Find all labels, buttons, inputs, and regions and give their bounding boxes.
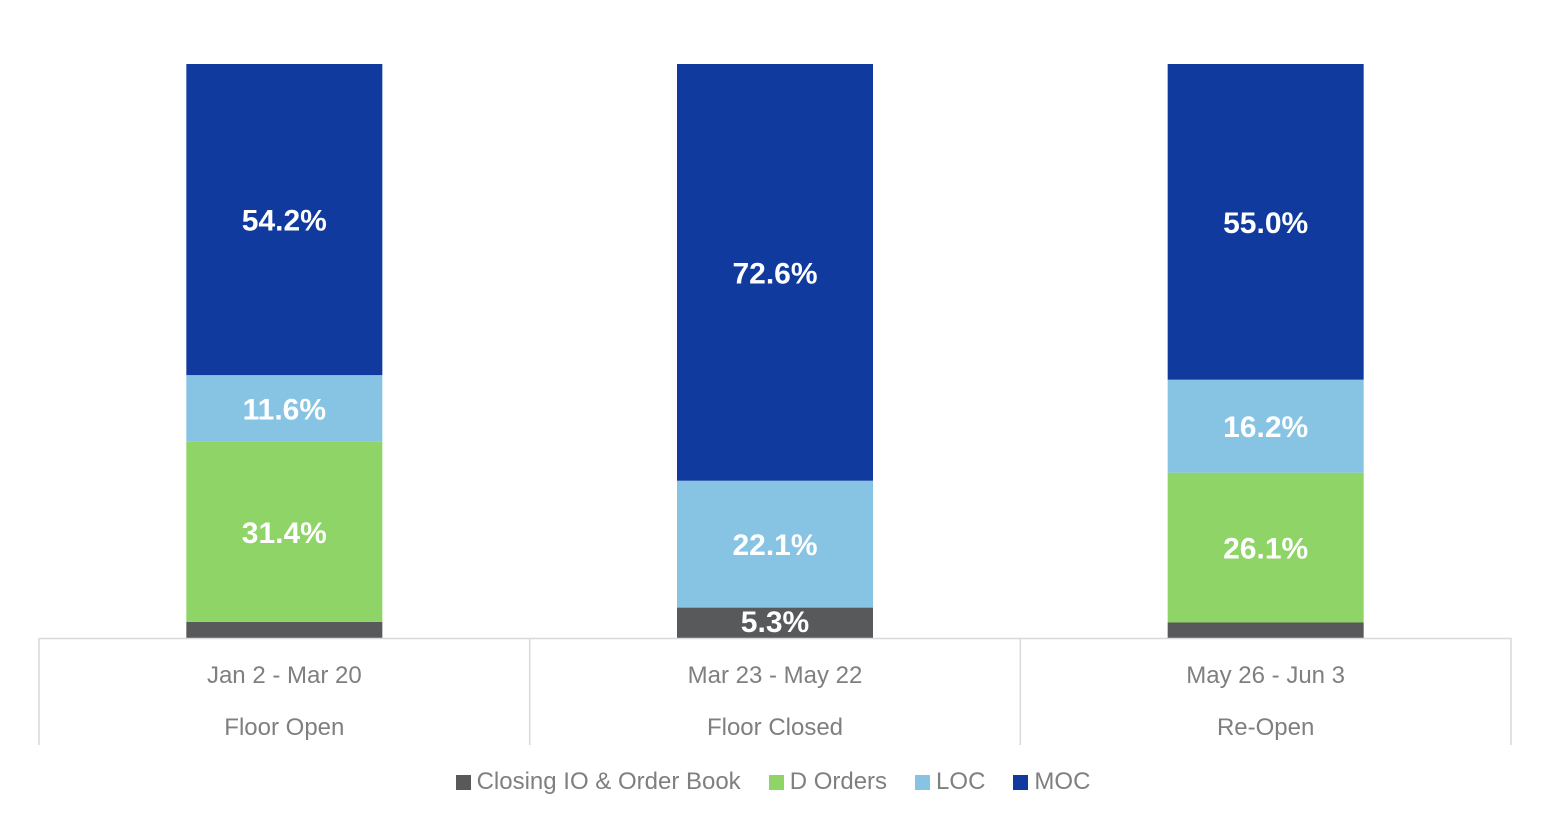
legend-item: LOC xyxy=(915,768,985,796)
data-label: 26.1% xyxy=(1223,533,1308,566)
bar-segment xyxy=(677,480,873,608)
data-label: 54.2% xyxy=(242,205,327,238)
category-label: Floor Open xyxy=(224,714,344,741)
legend-label: MOC xyxy=(1034,768,1091,795)
legend-item: D Orders xyxy=(768,768,888,796)
bar-segment xyxy=(186,441,383,622)
legend-label: Closing IO & Order Book xyxy=(476,768,741,795)
category-label: Mar 23 - May 22 xyxy=(688,662,863,689)
bars-group: 31.4% 11.6% 54.2% 5.3% 22.1% 72.6% 26.1% 16.2% 5… xyxy=(186,64,1364,639)
category-label: May 26 - Jun 3 xyxy=(1186,662,1345,689)
legend-swatch xyxy=(768,774,784,790)
data-label: 11.6% xyxy=(243,393,326,426)
category-label: Re-Open xyxy=(1217,714,1314,741)
data-label: 22.1% xyxy=(732,529,817,562)
legend: Closing IO & Order Book D Orders LOC MOC xyxy=(0,768,1546,796)
bar-segment xyxy=(1167,472,1364,623)
bar-segment xyxy=(186,375,383,442)
category-label: Floor Closed xyxy=(707,714,843,741)
bar-segment xyxy=(186,621,383,638)
data-label: 31.4% xyxy=(242,517,327,550)
bar-segment xyxy=(677,64,873,481)
legend-label: LOC xyxy=(936,768,986,795)
bar-segment xyxy=(1167,379,1364,473)
legend-label: D Orders xyxy=(789,768,888,795)
bar-segment xyxy=(1167,64,1364,380)
legend-swatch xyxy=(455,774,471,790)
data-label: 55.0% xyxy=(1223,207,1308,240)
bar-segment xyxy=(1167,622,1364,638)
legend-item: Closing IO & Order Book xyxy=(455,768,741,796)
legend-swatch xyxy=(915,774,931,790)
category-axis: Jan 2 - Mar 20 Floor Open Mar 23 - May 22 F… xyxy=(38,637,1512,745)
legend-swatch xyxy=(1013,774,1029,790)
data-label: 72.6% xyxy=(732,257,817,290)
legend-item: MOC xyxy=(1013,768,1090,796)
bar-segment xyxy=(677,607,873,638)
category-label: Jan 2 - Mar 20 xyxy=(207,662,362,689)
data-label: 5.3% xyxy=(741,606,809,639)
data-label: 16.2% xyxy=(1223,411,1308,444)
bar-segment xyxy=(186,64,383,376)
